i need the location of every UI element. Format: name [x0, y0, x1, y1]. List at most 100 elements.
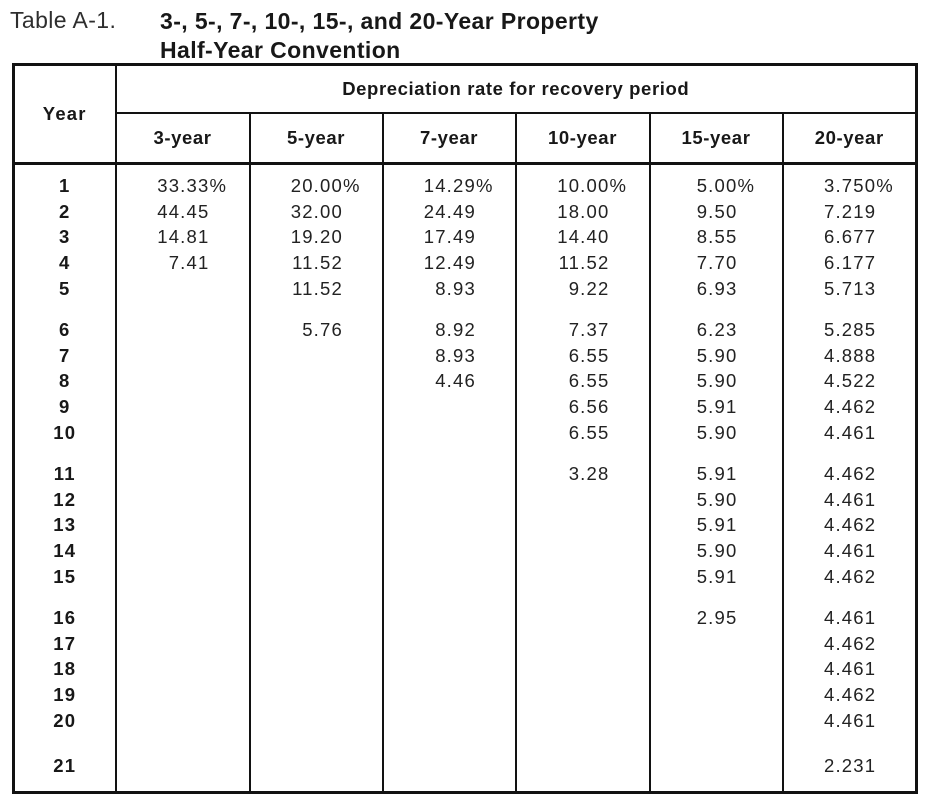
rate-cell	[248, 538, 383, 565]
year-cell: 8	[59, 370, 71, 392]
rate-value: 24.49	[423, 200, 476, 222]
rate-cell	[248, 752, 383, 779]
rate-cell: 18.00	[514, 198, 650, 225]
rate-cell	[381, 682, 516, 709]
spacer-cell	[514, 163, 650, 173]
rate-cell	[514, 538, 650, 565]
rate-value: 6.177	[823, 252, 877, 274]
rate-value: 18.00	[557, 200, 610, 222]
rate-value: 5.90	[696, 370, 738, 392]
group-spacer	[14, 301, 917, 317]
table-body: 1 33.33% 20.00% 14.29% 10.00% 5.00% 3.750% 2 44.…	[14, 163, 917, 793]
rate-value: 4.462	[823, 632, 877, 654]
rate-value: 3.750%	[823, 174, 894, 196]
rate-value: 5.91	[696, 566, 738, 588]
rate-value: 6.23	[696, 318, 738, 340]
year-cell: 4	[59, 252, 71, 274]
rate-cell: 10.00%	[514, 173, 650, 199]
table-header: Year Depreciation rate for recovery peri…	[13, 64, 917, 165]
rate-value: 17.49	[423, 226, 476, 248]
rate-cell	[114, 604, 250, 631]
rate-cell: 32.00	[248, 198, 383, 225]
spacer-cell	[14, 446, 116, 461]
rate-value: 5.713	[823, 278, 877, 300]
group-spacer	[14, 733, 917, 753]
rate-cell: 4.462	[781, 564, 917, 590]
rate-cell: 5.90	[648, 368, 783, 395]
rate-cell	[514, 656, 650, 683]
spacer-cell	[514, 733, 650, 753]
rate-cell: 5.713	[781, 276, 917, 302]
rate-value: 5.285	[823, 318, 877, 340]
rate-cell	[248, 630, 383, 657]
body-top-padding	[14, 163, 917, 173]
rate-cell: 7.41	[114, 250, 250, 277]
year-cell: 12	[53, 488, 77, 510]
spacer-cell	[114, 163, 250, 173]
rate-value: 12.49	[423, 252, 476, 274]
spacer-cell	[781, 301, 917, 317]
rate-cell: 6.56	[514, 394, 650, 421]
spacer-cell	[114, 733, 250, 753]
rate-cell: 19.20	[248, 224, 383, 251]
rate-value: 19.20	[290, 226, 343, 248]
rate-value: 11.52	[558, 252, 610, 274]
rate-value: 6.677	[823, 226, 877, 248]
rate-cell	[381, 538, 516, 565]
year-cell: 17	[53, 632, 77, 654]
rate-cell	[381, 420, 516, 446]
year-cell: 14	[53, 540, 77, 562]
rate-cell: 2.231	[781, 752, 917, 779]
percent-sign: %	[737, 174, 756, 196]
rate-cell: 14.29%	[381, 173, 516, 199]
rate-cell	[248, 420, 383, 446]
rate-cell	[381, 564, 516, 590]
rate-cell: 6.55	[514, 368, 650, 395]
spacer-cell	[14, 590, 116, 605]
spacer-cell	[648, 778, 783, 793]
depreciation-rate-table: Year Depreciation rate for recovery peri…	[12, 63, 918, 794]
rate-cell: 11.52	[514, 250, 650, 277]
column-header-3-year: 3-year	[115, 113, 250, 165]
rate-value: 8.55	[696, 226, 738, 248]
rate-cell	[248, 512, 383, 539]
rate-value: 5.90	[696, 344, 738, 366]
rate-cell	[514, 752, 650, 779]
table-row-year-21: 21 2.231	[14, 752, 917, 779]
rate-value: 5.90	[696, 422, 738, 444]
rate-value: 4.461	[823, 658, 877, 680]
rate-cell	[114, 682, 250, 709]
rate-value: 5.91	[696, 396, 738, 418]
table-number-label: Table A-1.	[10, 7, 117, 33]
year-cell: 20	[53, 710, 77, 732]
rate-cell	[381, 604, 516, 631]
spacer-cell	[248, 778, 383, 793]
rate-value: 3.28	[568, 462, 610, 484]
rate-cell: 5.91	[648, 394, 783, 421]
rate-cell: 5.90	[648, 538, 783, 565]
rate-value: 6.55	[568, 370, 610, 392]
spacer-cell	[381, 445, 516, 461]
year-cell: 13	[53, 514, 77, 536]
rate-value: 4.461	[823, 422, 877, 444]
rate-cell	[381, 512, 516, 539]
rate-cell	[381, 630, 516, 657]
column-header-5-year: 5-year	[248, 113, 383, 165]
rate-cell	[248, 708, 383, 734]
rate-value: 33.33%	[157, 174, 228, 196]
year-column-header: Year	[13, 64, 117, 165]
rate-cell: 4.46	[381, 368, 516, 395]
spacer-cell	[781, 778, 917, 793]
rate-cell	[248, 342, 383, 369]
rate-value: 14.29%	[423, 174, 494, 196]
rate-cell: 4.462	[781, 394, 917, 421]
spacer-cell	[248, 733, 383, 753]
spacer-cell	[114, 589, 250, 605]
rate-value: 14.40	[557, 226, 610, 248]
rate-cell	[248, 604, 383, 631]
table-row-year-20: 20 4.461	[14, 708, 917, 734]
year-cell: 3	[59, 226, 71, 248]
rate-cell	[114, 394, 250, 421]
rate-cell	[648, 630, 783, 657]
table-row-year-3: 3 14.81 19.20 17.49 14.40 8.55 6.677	[14, 224, 917, 251]
